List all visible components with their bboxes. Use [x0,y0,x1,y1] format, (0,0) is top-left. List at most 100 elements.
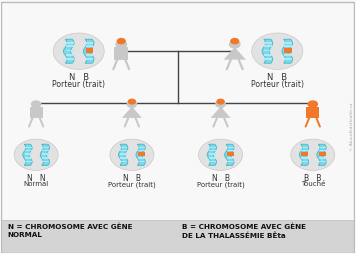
FancyBboxPatch shape [319,152,326,156]
FancyBboxPatch shape [319,147,326,148]
FancyBboxPatch shape [265,45,272,47]
FancyBboxPatch shape [120,161,127,162]
Circle shape [252,33,303,69]
FancyBboxPatch shape [25,157,32,158]
Circle shape [126,100,137,108]
Polygon shape [282,39,293,63]
Circle shape [128,99,136,105]
FancyBboxPatch shape [138,150,145,151]
FancyBboxPatch shape [284,58,292,60]
FancyBboxPatch shape [86,45,93,47]
FancyBboxPatch shape [25,161,32,162]
Text: © AboutKidsHealth.ca: © AboutKidsHealth.ca [350,103,354,151]
FancyBboxPatch shape [25,147,32,148]
FancyBboxPatch shape [42,150,49,151]
Circle shape [229,40,241,49]
FancyBboxPatch shape [86,42,93,43]
Polygon shape [136,144,145,165]
FancyBboxPatch shape [301,147,308,148]
FancyBboxPatch shape [138,152,145,156]
Text: N = CHROMOSOME AVEC GÈNE
NORMAL: N = CHROMOSOME AVEC GÈNE NORMAL [8,224,132,239]
FancyBboxPatch shape [66,45,74,47]
FancyBboxPatch shape [301,150,308,151]
Circle shape [31,100,42,108]
Polygon shape [83,39,94,63]
Circle shape [307,100,318,108]
Polygon shape [63,39,74,63]
Polygon shape [225,144,234,165]
FancyBboxPatch shape [66,42,74,43]
FancyBboxPatch shape [86,54,93,56]
Polygon shape [207,144,216,165]
FancyBboxPatch shape [284,45,292,47]
FancyBboxPatch shape [66,50,74,51]
Polygon shape [122,107,142,118]
Text: N   N: N N [27,174,46,183]
FancyBboxPatch shape [42,157,49,158]
Text: Normal: Normal [23,181,49,187]
Text: Porteur (trait): Porteur (trait) [197,181,245,188]
FancyBboxPatch shape [120,147,127,148]
Polygon shape [40,144,49,165]
FancyBboxPatch shape [25,153,32,155]
FancyBboxPatch shape [42,161,49,162]
FancyBboxPatch shape [227,161,234,162]
Circle shape [216,99,225,105]
FancyBboxPatch shape [319,153,326,155]
FancyBboxPatch shape [319,150,326,151]
FancyBboxPatch shape [209,150,216,151]
Polygon shape [23,144,32,165]
Polygon shape [262,39,273,63]
FancyBboxPatch shape [227,147,234,148]
FancyBboxPatch shape [209,161,216,162]
FancyBboxPatch shape [227,157,234,158]
Text: N   B: N B [211,174,230,183]
FancyBboxPatch shape [265,54,272,56]
FancyBboxPatch shape [86,58,93,60]
FancyBboxPatch shape [120,150,127,151]
Circle shape [115,40,127,49]
FancyBboxPatch shape [227,152,234,156]
FancyBboxPatch shape [301,152,308,156]
FancyBboxPatch shape [227,150,234,151]
FancyBboxPatch shape [209,153,216,155]
FancyBboxPatch shape [120,153,127,155]
FancyBboxPatch shape [301,157,308,158]
Polygon shape [317,144,326,165]
FancyBboxPatch shape [319,161,326,162]
FancyBboxPatch shape [66,58,74,60]
Text: Porteur (trait): Porteur (trait) [251,80,304,89]
FancyBboxPatch shape [66,54,74,56]
FancyBboxPatch shape [138,161,145,162]
Text: Touché: Touché [300,181,325,187]
FancyBboxPatch shape [25,150,32,151]
FancyBboxPatch shape [227,153,234,155]
FancyBboxPatch shape [265,58,272,60]
Text: N   B: N B [69,73,89,82]
FancyBboxPatch shape [284,48,292,53]
FancyBboxPatch shape [301,153,308,155]
FancyBboxPatch shape [301,161,308,162]
Polygon shape [210,107,231,118]
FancyBboxPatch shape [86,50,93,51]
Text: Porteur (trait): Porteur (trait) [108,181,156,188]
Circle shape [53,33,104,69]
FancyBboxPatch shape [284,42,292,43]
FancyBboxPatch shape [138,157,145,158]
Circle shape [215,100,226,108]
Text: N   B: N B [267,73,287,82]
Circle shape [199,139,242,170]
Polygon shape [119,144,128,165]
Polygon shape [299,144,309,165]
FancyBboxPatch shape [209,147,216,148]
FancyBboxPatch shape [114,47,129,60]
Circle shape [117,38,126,44]
FancyBboxPatch shape [120,157,127,158]
FancyBboxPatch shape [30,107,43,118]
FancyBboxPatch shape [138,153,145,155]
Text: Porteur (trait): Porteur (trait) [52,80,105,89]
FancyBboxPatch shape [86,48,93,53]
FancyBboxPatch shape [265,42,272,43]
FancyBboxPatch shape [284,54,292,56]
FancyBboxPatch shape [42,147,49,148]
